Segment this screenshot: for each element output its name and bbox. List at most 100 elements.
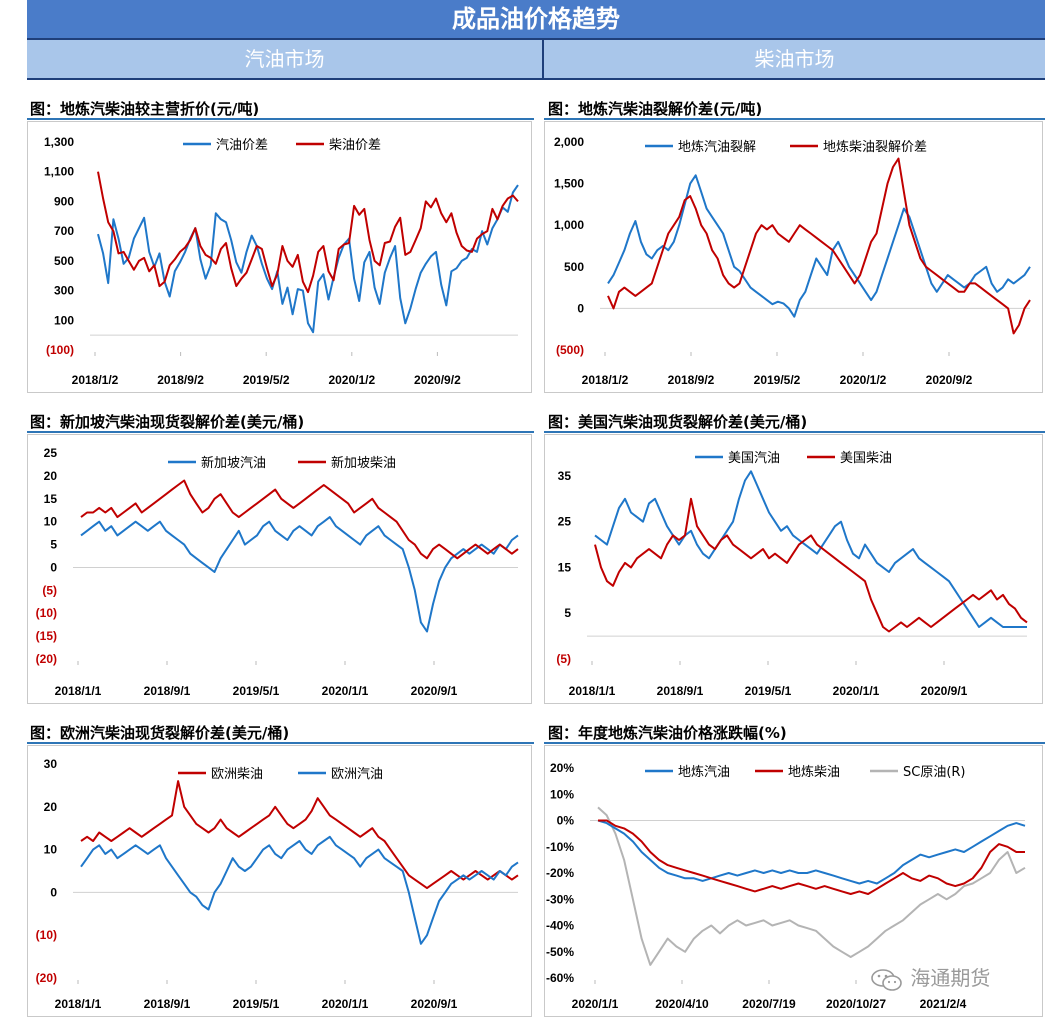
x-tick-label: 2018/9/1 <box>657 684 704 698</box>
y-tick-label: 0 <box>50 885 57 899</box>
x-tick-label: 2020/9/1 <box>411 684 458 698</box>
panel-title-europe-crack: 图：欧洲汽柴油现货裂解价差(美元/桶) <box>30 724 290 742</box>
legend-label: 新加坡汽油 <box>201 455 266 471</box>
y-tick-label: (10) <box>36 928 57 942</box>
legend-label: 地炼汽油 <box>678 765 730 780</box>
x-tick-label: 2020/9/2 <box>414 373 461 387</box>
x-tick-label: 2020/1/2 <box>840 373 887 387</box>
page-title: 成品油价格趋势 <box>452 5 620 33</box>
right-market-label: 柴油市场 <box>754 47 835 71</box>
x-tick-label: 2019/5/1 <box>233 997 280 1011</box>
chart-svg: 25 20 15 10 5 0 (5) (10) (15) (20) 2018/1/1 2018/9/… <box>36 446 519 698</box>
series-line-0 <box>597 819 1026 885</box>
x-tick-label: 2018/9/2 <box>157 373 204 387</box>
y-tick-label: 900 <box>54 194 74 208</box>
chart-svg: 1,300 1,100 900 700 500 300 100 (100) 2018/1/2 20… <box>44 135 519 387</box>
y-tick-label: 15 <box>558 560 572 574</box>
x-tick-label: 2018/1/2 <box>582 373 629 387</box>
series-line-0 <box>80 516 519 633</box>
legend-label: 地炼汽油裂解 <box>678 140 756 155</box>
y-tick-label: -60% <box>546 971 574 985</box>
series-line-0 <box>80 780 519 890</box>
x-tick-label: 2020/1/1 <box>572 997 619 1011</box>
chart-annual-change: 20% 10% 0% -10% -20% -30% -40% -50% -60% 2020/1/1… <box>544 745 1043 1017</box>
y-tick-label: 20 <box>44 469 58 483</box>
series-line-2 <box>597 806 1026 966</box>
y-tick-label: 5 <box>564 606 571 620</box>
series-line-1 <box>594 497 1028 633</box>
y-tick-label: 500 <box>564 260 584 274</box>
x-tick-label: 2020/10/27 <box>826 997 886 1011</box>
y-tick-label: (5) <box>556 652 571 666</box>
panel-title-rule <box>544 742 1045 744</box>
x-tick-label: 2020/4/10 <box>655 997 709 1011</box>
y-tick-label: 30 <box>44 757 58 771</box>
chart-local-crack: 2,000 1,500 1,000 500 0 (500) 2018/1/2 2018/9/2… <box>544 121 1043 393</box>
y-tick-label: 0 <box>50 560 57 574</box>
y-tick-label: 500 <box>54 254 74 268</box>
chart-singapore-crack: 25 20 15 10 5 0 (5) (10) (15) (20) 2018/1/1 2018/9/… <box>27 434 532 704</box>
legend-label: 欧洲柴油 <box>211 767 263 782</box>
y-tick-label: 25 <box>44 446 58 460</box>
y-tick-label: 1,000 <box>554 218 584 232</box>
series-line-0 <box>97 184 519 334</box>
y-tick-label: 1,500 <box>554 177 584 191</box>
series-line-1 <box>80 835 519 945</box>
series-line-1 <box>607 157 1031 335</box>
y-tick-label: 20 <box>44 800 58 814</box>
left-market-header: 汽油市场 <box>27 40 542 78</box>
x-tick-label: 2020/9/2 <box>926 373 973 387</box>
panel-title-singapore-crack: 图：新加坡汽柴油现货裂解价差(美元/桶) <box>30 413 305 431</box>
series-line-0 <box>607 174 1031 318</box>
legend-label: 欧洲汽油 <box>331 767 383 782</box>
page-title-banner: 成品油价格趋势 <box>27 0 1045 38</box>
y-tick-label: 15 <box>44 492 58 506</box>
watermark: 海通期货 <box>870 962 990 992</box>
y-tick-label: -20% <box>546 866 574 880</box>
market-header-divider <box>542 40 544 78</box>
y-tick-label: 20% <box>550 761 574 775</box>
x-tick-label: 2019/5/1 <box>233 684 280 698</box>
x-tick-label: 2020/1/2 <box>328 373 375 387</box>
x-tick-label: 2020/7/19 <box>742 997 796 1011</box>
x-tick-label: 2019/5/2 <box>754 373 801 387</box>
series-line-1 <box>80 479 519 560</box>
legend-label: 美国柴油 <box>840 451 892 466</box>
chart-svg: 30 20 10 0 (10) (20) 2018/1/1 2018/9/1 2019/5/1 2… <box>36 757 519 1011</box>
y-tick-label: -10% <box>546 840 574 854</box>
chart-us-crack: 35 25 15 5 (5) 2018/1/1 2018/9/1 2019/5/1 2020/1… <box>544 434 1043 704</box>
x-tick-label: 2018/1/1 <box>55 997 102 1011</box>
x-tick-label: 2018/9/1 <box>144 997 191 1011</box>
legend-label: 美国汽油 <box>728 451 780 466</box>
legend-label: SC原油(R) <box>903 765 966 780</box>
panel-title-local-crack: 图：地炼汽柴油裂解价差(元/吨) <box>548 100 763 118</box>
x-tick-label: 2020/1/1 <box>833 684 880 698</box>
y-tick-label: (20) <box>36 652 57 666</box>
y-tick-label: 0 <box>577 301 584 315</box>
chart-europe-crack: 30 20 10 0 (10) (20) 2018/1/1 2018/9/1 2019/5/1 2… <box>27 745 532 1017</box>
y-tick-label: (15) <box>36 629 57 643</box>
legend-label: 柴油价差 <box>329 138 381 153</box>
panel-title-rule <box>27 742 534 744</box>
chart-svg: 2,000 1,500 1,000 500 0 (500) 2018/1/2 2018/9/2… <box>554 135 1031 387</box>
panel-title-us-crack: 图：美国汽柴油现货裂解价差(美元/桶) <box>548 413 808 431</box>
y-tick-label: 1,300 <box>44 135 74 149</box>
x-tick-label: 2020/1/1 <box>322 684 369 698</box>
legend-label: 地炼柴油裂解价差 <box>823 140 927 155</box>
y-tick-label: (20) <box>36 971 57 985</box>
y-tick-label: (10) <box>36 606 57 620</box>
x-tick-label: 2020/9/1 <box>411 997 458 1011</box>
legend-label: 地炼柴油 <box>788 765 840 780</box>
y-tick-label: -50% <box>546 945 574 959</box>
y-tick-label: (100) <box>46 343 74 357</box>
x-tick-label: 2018/1/1 <box>55 684 102 698</box>
y-tick-label: 10% <box>550 787 574 801</box>
y-tick-label: (500) <box>556 343 584 357</box>
y-tick-label: 35 <box>558 469 572 483</box>
left-market-label: 汽油市场 <box>244 47 325 71</box>
x-tick-label: 2018/9/2 <box>668 373 715 387</box>
chart-local-discount: 1,300 1,100 900 700 500 300 100 (100) 2018/1/2 20… <box>27 121 532 393</box>
y-tick-label: -40% <box>546 919 574 933</box>
y-tick-label: 1,100 <box>44 165 74 179</box>
chart-svg: 20% 10% 0% -10% -20% -30% -40% -50% -60% 2020/1/1… <box>546 761 1026 1011</box>
